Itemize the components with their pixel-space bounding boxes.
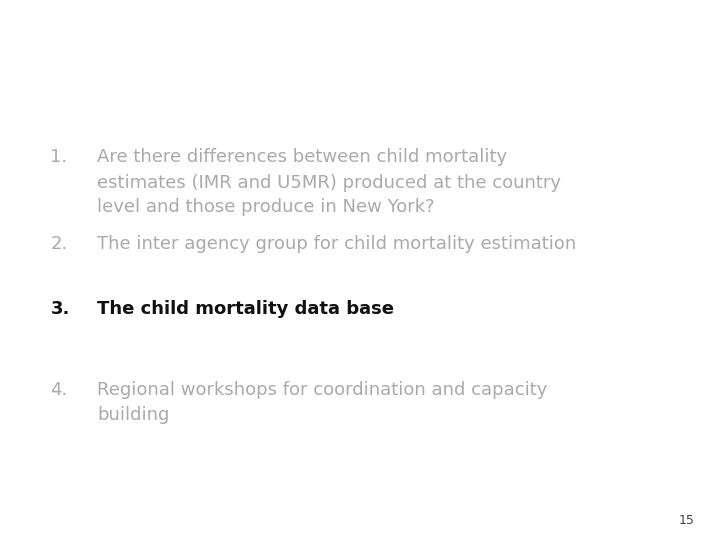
Text: 3.: 3. [50, 300, 70, 318]
Text: 4.: 4. [50, 381, 68, 399]
Text: Summary of pending issues: Summary of pending issues [164, 40, 556, 65]
Text: unicef: unicef [584, 507, 627, 520]
Text: 15: 15 [679, 514, 695, 526]
Text: The child mortality data base: The child mortality data base [97, 300, 395, 318]
Text: Are there differences between child mortality
estimates (IMR and U5MR) produced : Are there differences between child mort… [97, 148, 561, 217]
Text: 1.: 1. [50, 148, 68, 166]
Text: 2.: 2. [50, 235, 68, 253]
Text: Regional workshops for coordination and capacity
building: Regional workshops for coordination and … [97, 381, 548, 424]
Text: The inter agency group for child mortality estimation: The inter agency group for child mortali… [97, 235, 577, 253]
Text: ☉: ☉ [645, 506, 659, 521]
